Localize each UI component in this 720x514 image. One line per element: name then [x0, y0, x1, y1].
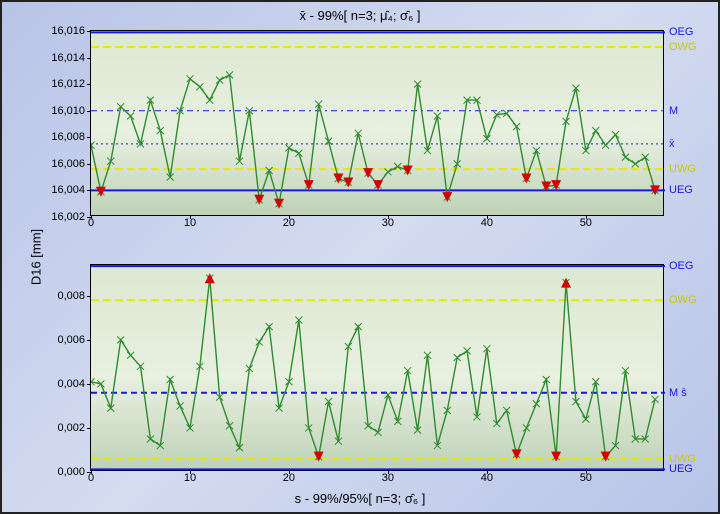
xbar-right-labels: OEGOWGMx̄UWGUEG: [665, 31, 703, 215]
ytick-label: 0,004: [57, 378, 85, 390]
limit-label: M s̄: [669, 387, 687, 399]
chart-svg: [91, 31, 665, 217]
ytick-label: 0,002: [57, 422, 85, 434]
limit-label: UWG: [669, 163, 696, 175]
limit-label: OEG: [669, 260, 693, 272]
xbar-xaxis: 01020304050: [91, 217, 663, 235]
ytick-label: 16,014: [51, 52, 85, 64]
ytick-label: 16,008: [51, 131, 85, 143]
ytick-label: 16,010: [51, 105, 85, 117]
ytick-label: 0,008: [57, 290, 85, 302]
s-xaxis: 01020304050: [91, 472, 663, 490]
limit-label: OWG: [669, 41, 697, 53]
ytick-label: 0,000: [57, 466, 85, 478]
ytick-label: 0,006: [57, 334, 85, 346]
limit-label: UEG: [669, 463, 693, 475]
chart-svg: [91, 265, 665, 472]
limit-label: OWG: [669, 294, 697, 306]
xbar-yaxis: 16,00216,00416,00616,00816,01016,01216,0…: [39, 31, 89, 215]
ytick-label: 16,016: [51, 25, 85, 37]
s-chart: 0,0000,0020,0040,0060,008 01020304050 OE…: [90, 264, 664, 471]
chart-title-bottom: s - 99%/95%[ n=3; σ̂₆ ]: [2, 491, 718, 506]
limit-label: UEG: [669, 184, 693, 196]
limit-label: M: [669, 105, 678, 117]
ytick-label: 16,004: [51, 184, 85, 196]
limit-label: OEG: [669, 26, 693, 38]
limit-label: x̄: [669, 138, 675, 150]
s-yaxis: 0,0000,0020,0040,0060,008: [39, 265, 89, 470]
ytick-label: 16,006: [51, 158, 85, 170]
ytick-label: 16,002: [51, 211, 85, 223]
xbar-chart: 16,00216,00416,00616,00816,01016,01216,0…: [90, 30, 664, 216]
chart-title-top: x̄ - 99%[ n=3; μ̂₄; σ̂₆ ]: [2, 8, 718, 23]
s-right-labels: OEGOWGM s̄UWGUEG: [665, 265, 703, 470]
ytick-label: 16,012: [51, 78, 85, 90]
